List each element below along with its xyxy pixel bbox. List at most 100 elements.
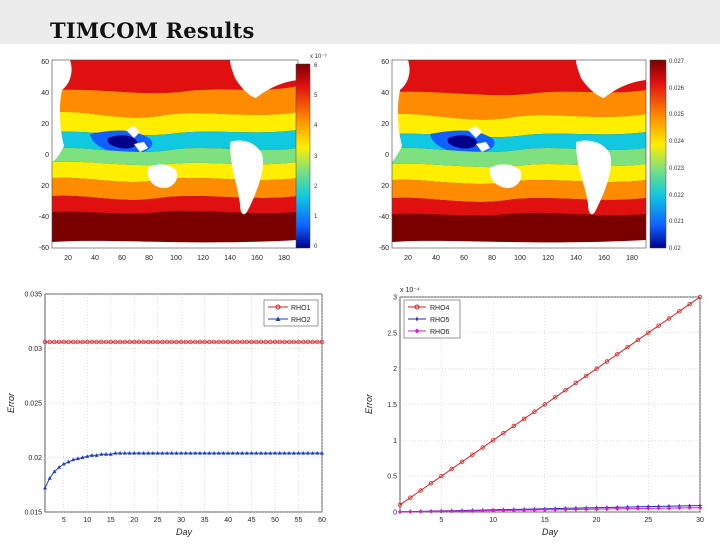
y-tick-label: 40: [41, 90, 49, 97]
data-point-rho2: [310, 450, 315, 455]
x-tick-label: 160: [598, 255, 610, 262]
data-point-rho2: [43, 485, 47, 490]
legend-box: [263, 299, 319, 327]
y-tick-label: 3: [393, 295, 397, 302]
data-point-rho4: [552, 395, 558, 400]
y-tick-label: -40: [39, 214, 49, 221]
data-point-rho2: [169, 450, 174, 455]
data-point-rho1: [277, 339, 282, 345]
data-point-rho2: [188, 450, 193, 455]
colorbar-tick-label: 3: [314, 154, 318, 160]
data-point-rho1: [164, 339, 170, 345]
x-axis-label: Day: [176, 527, 193, 537]
data-point-rho2: [212, 450, 217, 455]
y-tick-label: 0: [45, 152, 49, 159]
data-point-rho2: [71, 457, 76, 462]
x-tick-label: 140: [570, 255, 582, 262]
data-point-rho1: [207, 339, 212, 345]
data-point-rho1: [272, 339, 278, 345]
x-tick-label: 120: [542, 255, 554, 262]
x-tick-label: 5: [62, 517, 66, 524]
data-point-rho1: [108, 339, 113, 345]
map-panel-2: 60 40 20 0 20 -40 -60 20 40 60 80 100 12…: [368, 50, 698, 265]
data-point-rho4: [459, 459, 465, 465]
colorbar-tick-label: 0.026: [669, 86, 685, 92]
y-tick-label: 0: [393, 510, 397, 517]
data-point-rho1: [282, 339, 287, 345]
x-tick-label: 40: [432, 255, 440, 262]
data-point-rho1: [221, 339, 226, 345]
legend-label: RHO5: [430, 317, 450, 324]
data-point-rho2: [277, 450, 282, 455]
data-point-rho4: [542, 402, 548, 407]
data-point-rho1: [136, 339, 142, 345]
y-tick-label: 40: [381, 90, 389, 97]
data-point-rho4: [521, 416, 527, 422]
data-point-rho1: [305, 339, 311, 345]
map-2-y-ticks: 60 40 20 0 20 -40 -60: [379, 59, 389, 252]
data-point-rho1: [211, 339, 217, 345]
x-tick-label: 20: [404, 255, 412, 262]
data-point-rho4: [666, 316, 672, 321]
x-tick-label: 100: [514, 255, 526, 262]
data-point-rho6: [646, 506, 651, 511]
data-point-rho6: [687, 505, 692, 511]
colorbar-tick-label: 0.021: [669, 219, 685, 225]
x-tick-label: 25: [154, 517, 162, 524]
data-point-rho4: [397, 502, 403, 508]
x-tick-label: 10: [83, 517, 91, 524]
data-point-rho1: [80, 339, 85, 345]
data-point-rho2: [155, 450, 160, 455]
y-ticks: 0.035 0.03 0.025 0.02 0.015: [24, 292, 42, 517]
data-point-rho2: [216, 450, 221, 455]
data-point-rho1: [315, 339, 320, 345]
data-point-rho2: [258, 450, 263, 455]
colorbar-tick-label: 0.02: [669, 246, 681, 252]
legend-marker-rho5: [414, 316, 420, 322]
colorbar-tick-label: 0.027: [669, 59, 685, 65]
error-chart-1: 0.035 0.03 0.025 0.02 0.015 5 10 15 20 25 30 35 40 4…: [6, 292, 326, 538]
data-point-rho1: [85, 339, 90, 345]
data-point-rho1: [52, 339, 57, 345]
y-tick-label: 20: [381, 121, 389, 128]
x-tick-label: 120: [197, 255, 209, 262]
data-point-rho2: [66, 459, 71, 464]
data-point-rho1: [122, 339, 128, 345]
legend-label: RHO4: [430, 305, 450, 312]
data-point-rho1: [141, 339, 146, 345]
data-point-rho2: [132, 450, 137, 455]
data-point-rho1: [132, 339, 137, 345]
legend-marker-rho6: [414, 328, 420, 334]
legend-label: RHO6: [430, 329, 450, 336]
data-point-rho2: [287, 450, 292, 455]
x-tick-label: 35: [201, 517, 209, 524]
data-point-rho6: [439, 509, 444, 514]
data-point-rho2: [193, 450, 198, 455]
data-point-rho2: [104, 452, 109, 456]
x-tick-label: 45: [248, 517, 256, 524]
colorbar-tick-label: 4: [314, 123, 318, 129]
x-tick-label: 30: [177, 517, 185, 524]
data-point-rho2: [244, 450, 249, 455]
data-point-rho4: [697, 294, 703, 300]
y-tick-label: 1: [393, 438, 397, 445]
data-point-rho1: [94, 339, 99, 345]
y-axis-label: Error: [364, 393, 374, 414]
colorbar-tick-label: 0.025: [669, 112, 685, 118]
data-point-rho1: [61, 339, 66, 345]
y-tick-label: 2.5: [387, 330, 397, 337]
data-point-rho1: [117, 339, 123, 345]
data-point-rho6: [625, 506, 630, 511]
data-point-rho2: [146, 450, 151, 455]
x-tick-label: 40: [91, 255, 99, 262]
ocean-map-2: 60 40 20 0 20 -40 -60 20 40 60 80 100 12…: [379, 59, 685, 262]
y-tick-label: 60: [381, 59, 389, 66]
data-point-rho1: [183, 339, 189, 345]
data-point-rho4: [563, 387, 568, 393]
data-point-rho1: [235, 339, 240, 345]
legend-marker-rho1: [275, 304, 281, 310]
data-point-rho2: [305, 450, 310, 455]
multiplier-label: x 10⁻⁴: [400, 287, 420, 294]
y-tick-label: 0.015: [24, 510, 42, 517]
data-point-rho1: [42, 339, 48, 345]
